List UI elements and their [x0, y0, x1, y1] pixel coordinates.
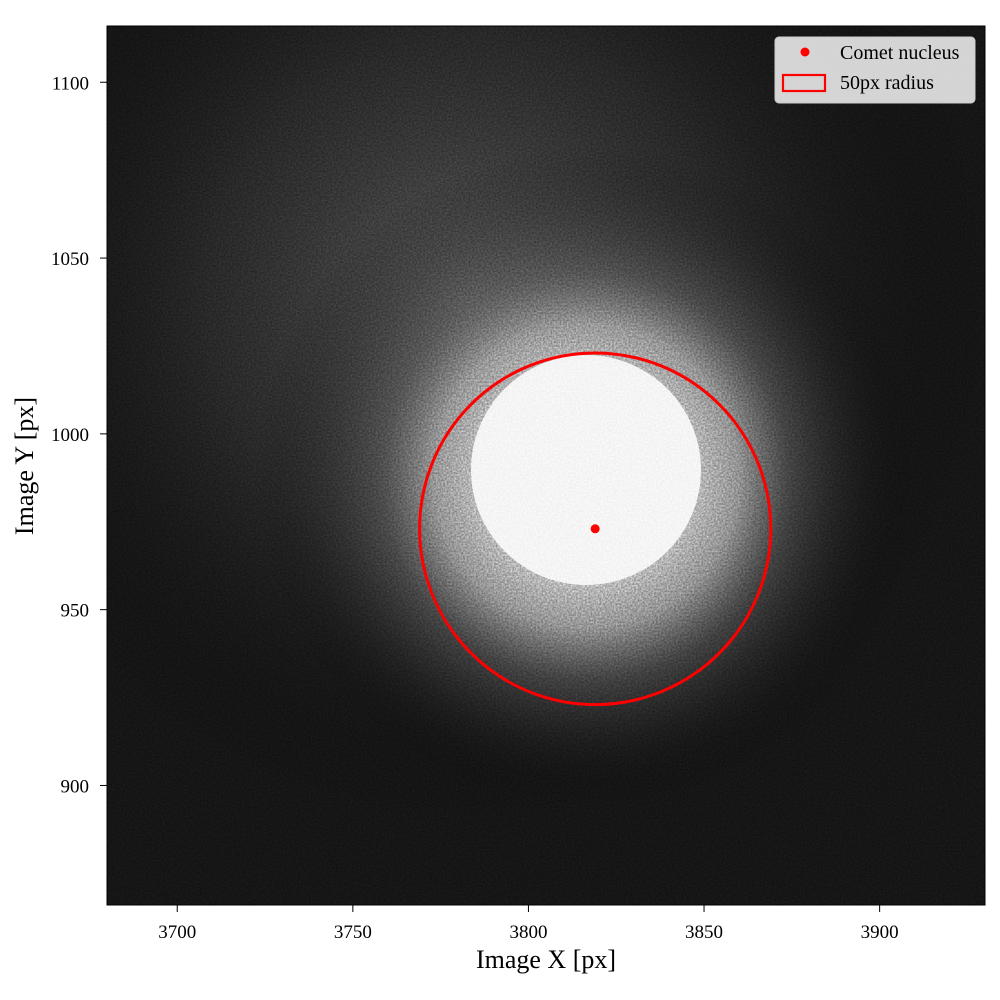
- y-tick-label: 1050: [51, 249, 89, 270]
- x-axis-title: Image X [px]: [476, 945, 616, 974]
- x-tick-label: 3750: [334, 922, 372, 943]
- y-tick-label: 900: [61, 776, 90, 797]
- y-tick-label: 950: [61, 601, 90, 622]
- y-tick-label: 1000: [51, 425, 89, 446]
- x-tick-label: 3800: [509, 922, 547, 943]
- x-tick-label: 3850: [685, 922, 723, 943]
- y-axis: 900 950 1000 1050 1100: [51, 73, 107, 797]
- plot-area: [106, 25, 986, 906]
- nucleus-point: [590, 524, 600, 534]
- legend: Comet nucleus 50px radius: [774, 36, 976, 104]
- legend-dot-icon: [800, 47, 810, 57]
- x-tick-label: 3700: [158, 922, 196, 943]
- x-tick-label: 3900: [861, 922, 899, 943]
- comet-image: [107, 26, 985, 905]
- y-tick-label: 1100: [52, 73, 89, 94]
- y-axis-title: Image Y [px]: [10, 397, 39, 535]
- x-axis: 3700 3750 3800 3850 3900: [158, 905, 899, 943]
- radius-circle: [418, 351, 773, 707]
- legend-label-radius: 50px radius: [840, 72, 934, 94]
- plot-frame: [106, 25, 986, 906]
- legend-label-nucleus: Comet nucleus: [840, 42, 960, 64]
- marks: [418, 351, 773, 707]
- legend-circle-icon: [781, 73, 827, 93]
